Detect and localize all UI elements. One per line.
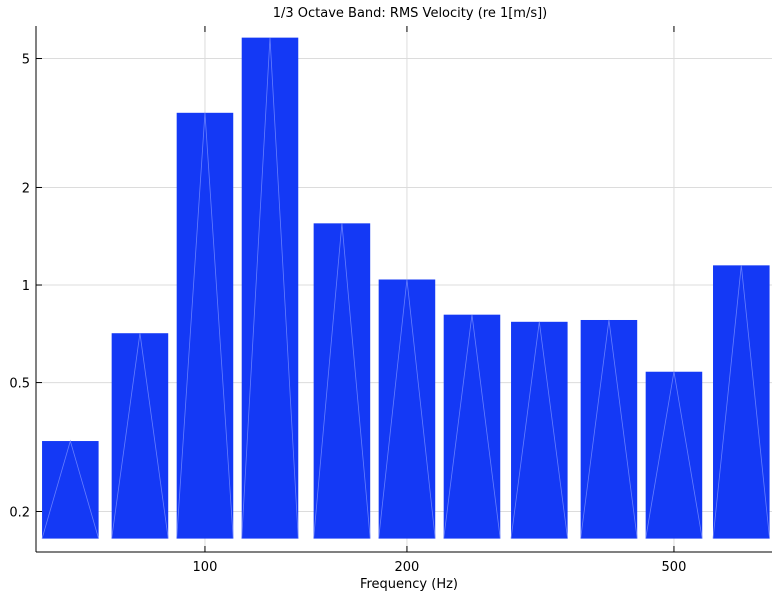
bar-seam [443, 314, 501, 539]
y-ticks: 0.2 0.5 1 2 5 [9, 53, 42, 521]
y-tick-label: 2 [22, 181, 30, 196]
bar-seam [313, 223, 371, 539]
bar-250hz [443, 314, 501, 539]
x-ticks: 100 200 500 [193, 26, 687, 575]
y-tick-label: 5 [22, 53, 30, 68]
bar-seam [176, 112, 234, 539]
bar-seam [378, 279, 436, 539]
bar-80hz [111, 333, 169, 539]
bar-seam [41, 439, 99, 539]
y-tick-label: 0.5 [9, 377, 30, 392]
x-tick-label: 500 [662, 560, 687, 575]
bar-seam [241, 37, 299, 539]
bar-630hz [713, 265, 770, 539]
x-axis-title: Frequency (Hz) [360, 577, 458, 592]
x-tick-label: 200 [395, 560, 420, 575]
bar-seam [111, 333, 169, 539]
x-tick-label: 100 [193, 560, 218, 575]
bar-seam [712, 265, 770, 539]
bar-125hz [241, 37, 299, 539]
bar-63hz [42, 441, 99, 539]
chart-title: 1/3 Octave Band: RMS Velocity (re 1[m/s]… [273, 6, 548, 21]
bar-seam [510, 321, 568, 539]
bar-seam [580, 319, 638, 539]
bar-400hz [580, 319, 638, 539]
axes [35, 26, 772, 553]
y-tick-label: 0.2 [9, 506, 30, 521]
bar-160hz [313, 223, 371, 539]
bar-500hz [645, 371, 703, 539]
bars [41, 37, 770, 539]
bar-100hz [176, 112, 234, 539]
y-tick-label: 1 [22, 279, 30, 294]
bar-315hz [511, 321, 568, 539]
bar-200hz [378, 279, 436, 539]
bar-seam [645, 371, 703, 539]
